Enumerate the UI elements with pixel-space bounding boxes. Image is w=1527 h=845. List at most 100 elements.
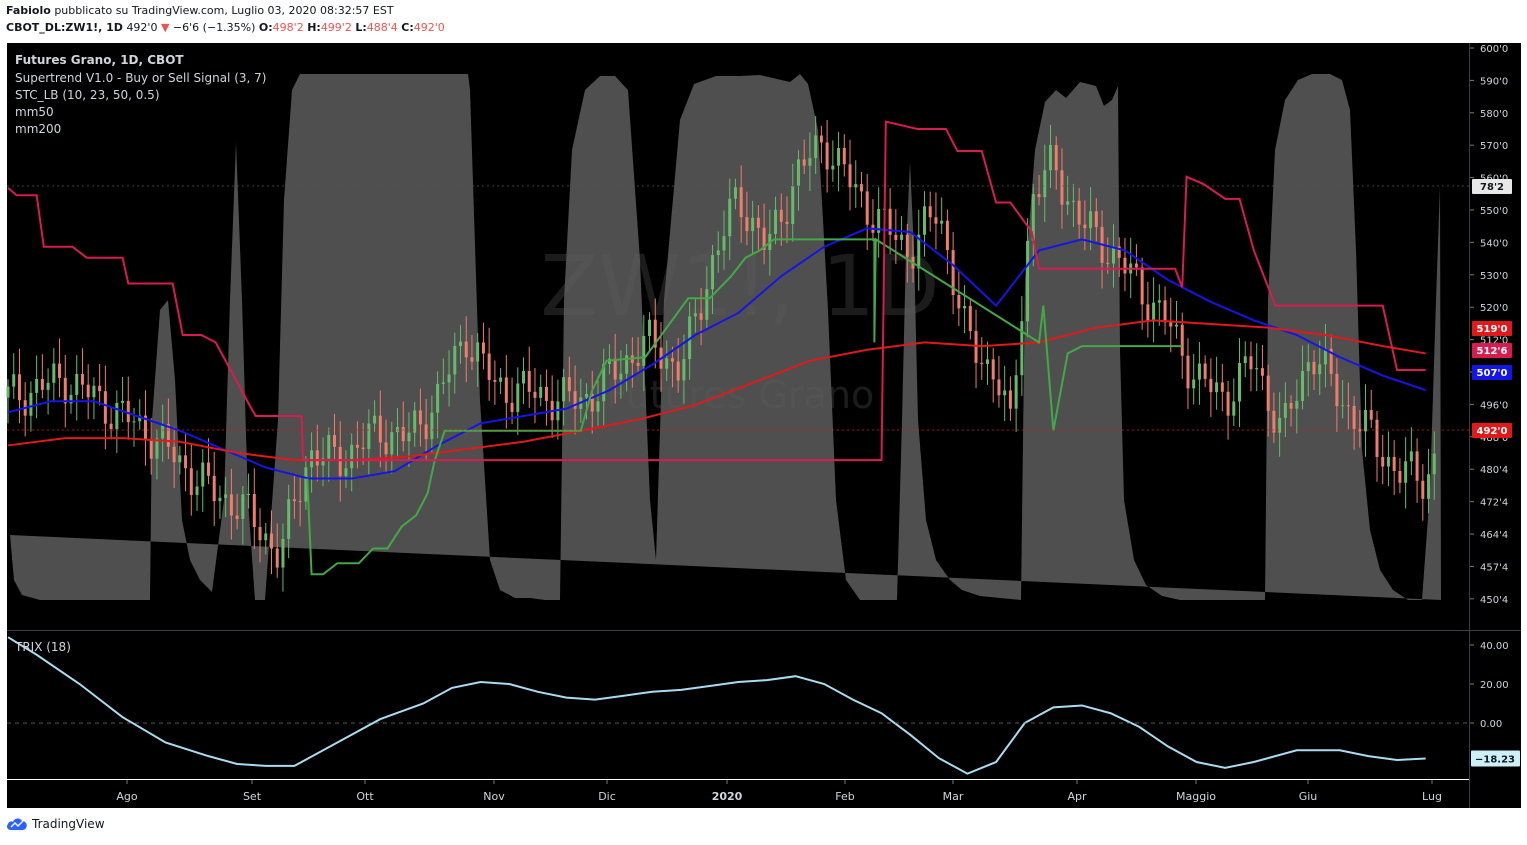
candle-body bbox=[224, 494, 228, 498]
candle-body bbox=[1094, 211, 1098, 228]
candle-body bbox=[585, 393, 589, 398]
candle-body bbox=[831, 165, 835, 170]
candle-body bbox=[212, 475, 216, 502]
x-tick-label: Giu bbox=[1299, 790, 1318, 803]
legend-item-mm200[interactable]: mm200 bbox=[15, 122, 61, 136]
candle-body bbox=[355, 444, 359, 448]
candle-body bbox=[155, 438, 159, 459]
candle-body bbox=[195, 486, 199, 495]
legend-item-mm50[interactable]: mm50 bbox=[15, 105, 54, 119]
candle-body bbox=[516, 383, 520, 412]
candle-body bbox=[206, 462, 210, 476]
candle-body bbox=[1020, 321, 1024, 376]
trix-tick-label: 20.00 bbox=[1480, 680, 1509, 691]
candle-body bbox=[648, 319, 652, 337]
x-tick-label: Ago bbox=[116, 790, 138, 803]
candle-body bbox=[247, 493, 251, 495]
y-tick-label: 550'0 bbox=[1480, 206, 1508, 217]
price-tag-label: 519'0 bbox=[1477, 324, 1508, 335]
candle-body bbox=[1301, 371, 1305, 401]
candle-body bbox=[1289, 402, 1293, 409]
candle-body bbox=[739, 187, 743, 218]
candle-body bbox=[161, 424, 165, 439]
candle-body bbox=[430, 412, 434, 440]
candle-body bbox=[172, 446, 176, 463]
candle-body bbox=[390, 432, 394, 455]
tradingview-logo[interactable]: TradingView bbox=[6, 817, 105, 831]
candle-body bbox=[1192, 379, 1196, 389]
candle-body bbox=[1346, 405, 1350, 407]
candle-body bbox=[166, 424, 170, 447]
candle-body bbox=[974, 331, 978, 363]
candle-body bbox=[762, 227, 766, 251]
candle-body bbox=[384, 442, 388, 455]
candle-body bbox=[544, 386, 548, 401]
close-value: 492'0 bbox=[413, 21, 445, 34]
candle-body bbox=[69, 394, 73, 404]
candle-body bbox=[1318, 364, 1322, 375]
y-tick-label: 590'0 bbox=[1480, 76, 1508, 87]
candle-body bbox=[115, 402, 119, 430]
series-trix bbox=[7, 636, 1426, 775]
trix-legend[interactable]: TRIX (18) bbox=[14, 640, 71, 654]
candle-body bbox=[35, 378, 39, 393]
candle-body bbox=[1175, 324, 1179, 327]
candle-body bbox=[447, 374, 451, 383]
candle-body bbox=[396, 427, 400, 433]
candle-body bbox=[963, 305, 967, 309]
candle-body bbox=[275, 548, 279, 568]
x-tick-label: Apr bbox=[1067, 790, 1087, 803]
legend-item-stc[interactable]: STC_LB (10, 23, 50, 0.5) bbox=[15, 88, 160, 102]
candle-body bbox=[453, 345, 457, 375]
price-tag-bg bbox=[1472, 343, 1512, 358]
y-tick-label: 540'0 bbox=[1480, 238, 1508, 249]
candle-body bbox=[344, 468, 348, 476]
candle-body bbox=[894, 234, 898, 240]
candle-body bbox=[837, 147, 841, 166]
time-axis[interactable] bbox=[7, 780, 1469, 808]
candle-body bbox=[865, 191, 869, 225]
candle-body bbox=[539, 386, 543, 398]
candle-body bbox=[1048, 144, 1052, 171]
candle-body bbox=[819, 135, 823, 143]
candle-body bbox=[29, 392, 33, 416]
candle-body bbox=[476, 342, 480, 362]
legend[interactable]: Futures Grano, 1D, CBOT Supertrend V1.0 … bbox=[15, 53, 266, 136]
candle-body bbox=[350, 444, 354, 469]
candle-body bbox=[481, 342, 485, 354]
legend-item-supertrend[interactable]: Supertrend V1.0 - Buy or Sell Signal (3,… bbox=[15, 71, 266, 85]
candle-body bbox=[1283, 402, 1287, 418]
published-text: pubblicato su TradingView.com, Luglio 03… bbox=[54, 4, 394, 17]
candle-body bbox=[922, 206, 926, 235]
candle-body bbox=[46, 382, 50, 390]
candle-body bbox=[1238, 363, 1242, 402]
candle-body bbox=[510, 402, 514, 412]
candle-body bbox=[287, 499, 291, 539]
candle-body bbox=[1083, 224, 1087, 229]
candle-body bbox=[1306, 361, 1310, 372]
candle-body bbox=[573, 391, 577, 409]
candle-body bbox=[1266, 375, 1270, 411]
candle-body bbox=[596, 401, 600, 412]
y-tick-label: 472'4 bbox=[1480, 498, 1508, 509]
candle-body bbox=[877, 208, 881, 233]
candle-body bbox=[653, 319, 657, 348]
candle-body bbox=[80, 373, 84, 385]
series-supertrend-up bbox=[306, 237, 1183, 576]
candle-body bbox=[1152, 302, 1156, 322]
candle-body bbox=[859, 184, 863, 192]
trix-tag-bg bbox=[1471, 750, 1520, 767]
candle-body bbox=[338, 446, 342, 476]
price-tag-bg bbox=[1472, 365, 1512, 380]
price-tag-bg bbox=[1472, 179, 1512, 194]
candle-body bbox=[218, 497, 222, 502]
candle-body bbox=[1226, 391, 1230, 416]
candle-body bbox=[493, 380, 497, 382]
candle-body bbox=[1341, 405, 1345, 407]
candle-body bbox=[304, 467, 308, 502]
candle-body bbox=[464, 341, 468, 358]
trix-pane[interactable] bbox=[7, 631, 1469, 779]
candle-body bbox=[92, 385, 96, 398]
series-mm50 bbox=[7, 227, 1427, 480]
